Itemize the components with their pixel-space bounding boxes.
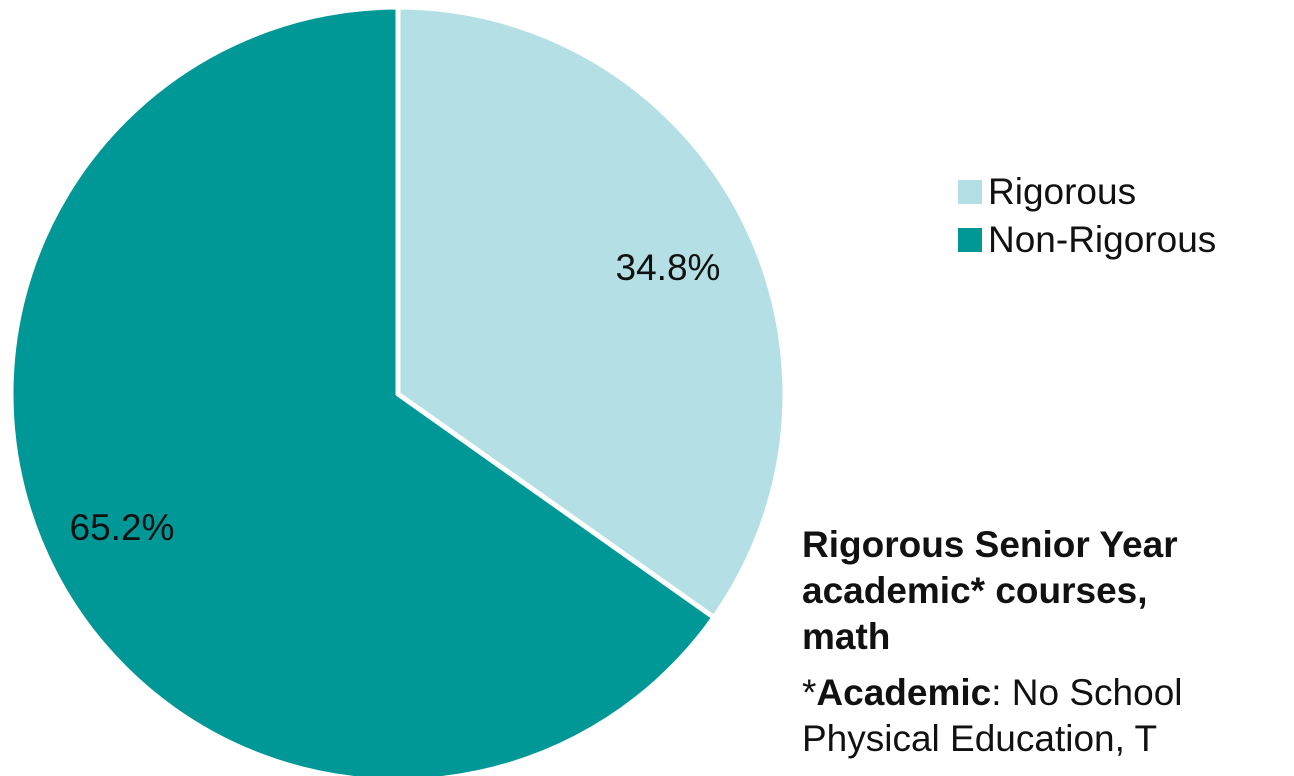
legend-item-rigorous: Rigorous xyxy=(958,168,1216,216)
legend-label-non-rigorous: Non-Rigorous xyxy=(988,219,1217,260)
definition-note: Rigorous Senior Year academic* courses, … xyxy=(802,522,1294,762)
note-def-term: Academic xyxy=(816,672,992,713)
note-def-prefix: * xyxy=(802,672,817,713)
data-label-rigorous: 34.8% xyxy=(616,247,721,288)
note-def-text: : No School Physical Education, T xyxy=(802,672,1183,759)
legend-swatch-rigorous xyxy=(958,180,982,204)
note-heading: Rigorous Senior Year academic* courses, … xyxy=(802,524,1178,657)
note-definition: *Academic: No School Physical Education,… xyxy=(802,670,1294,762)
pie-slice-non-rigorous xyxy=(8,4,717,776)
legend: Rigorous Non-Rigorous xyxy=(958,168,1216,264)
legend-swatch-non-rigorous xyxy=(958,228,982,252)
legend-item-non-rigorous: Non-Rigorous xyxy=(958,216,1216,264)
data-label-non-rigorous: 65.2% xyxy=(70,507,175,548)
legend-label-rigorous: Rigorous xyxy=(988,171,1137,212)
pie-slice-rigorous xyxy=(395,4,788,621)
